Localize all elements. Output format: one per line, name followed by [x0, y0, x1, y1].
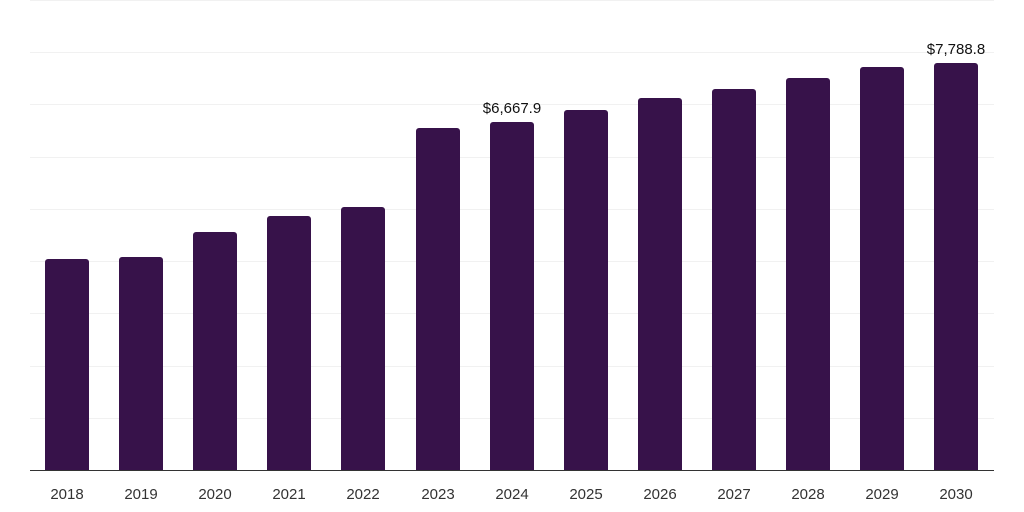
bar-2023[interactable]	[416, 128, 460, 470]
x-tick-label: 2018	[50, 486, 84, 503]
x-tick-label: 2020	[198, 486, 232, 503]
x-tick-label: 2030	[939, 486, 973, 503]
bar-2022[interactable]	[341, 207, 385, 470]
bar-2030[interactable]	[934, 63, 978, 470]
data-label: $7,788.8	[926, 41, 986, 58]
x-tick-label: 2023	[421, 486, 455, 503]
x-tick-label: 2028	[791, 486, 825, 503]
x-tick-label: 2029	[865, 486, 899, 503]
bar-2024[interactable]	[490, 122, 534, 470]
x-axis-line	[30, 470, 994, 471]
bar-2029[interactable]	[860, 67, 904, 470]
bar-2021[interactable]	[267, 216, 311, 470]
x-tick-label: 2024	[495, 486, 529, 503]
x-tick-label: 2019	[124, 486, 158, 503]
x-tick-label: 2026	[643, 486, 677, 503]
bar-2020[interactable]	[193, 232, 237, 470]
bar-2018[interactable]	[45, 259, 89, 470]
gridline	[30, 104, 994, 105]
x-tick-label: 2027	[717, 486, 751, 503]
bar-2028[interactable]	[786, 78, 830, 470]
data-label: $6,667.9	[482, 100, 542, 117]
bar-2027[interactable]	[712, 89, 756, 470]
gridline	[30, 0, 994, 1]
bar-2026[interactable]	[638, 98, 682, 470]
bar-2019[interactable]	[119, 257, 163, 470]
gridline	[30, 52, 994, 53]
x-tick-label: 2021	[272, 486, 306, 503]
x-tick-label: 2022	[346, 486, 380, 503]
bar-2025[interactable]	[564, 110, 608, 470]
x-tick-label: 2025	[569, 486, 603, 503]
